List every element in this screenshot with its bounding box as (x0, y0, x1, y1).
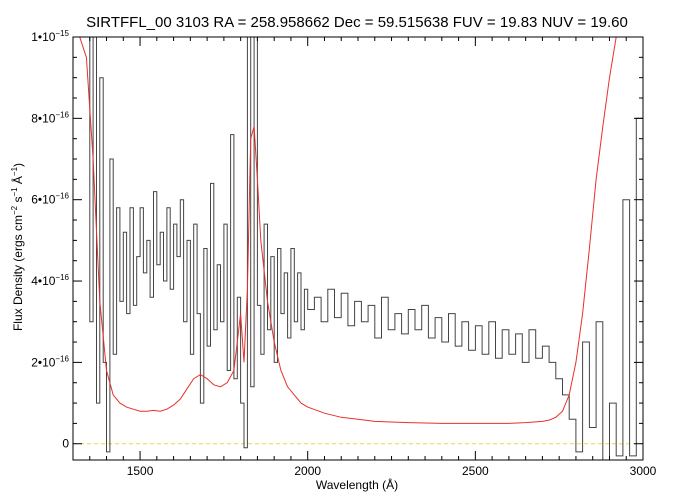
chart-title: SIRTFFL_00 3103 RA = 258.958662 Dec = 59… (86, 14, 628, 31)
y-tick-label: 4•10−16 (31, 273, 69, 288)
x-tick-label: 2000 (294, 464, 321, 478)
y-tick-label: 6•10−16 (31, 192, 69, 207)
plot-area (73, 37, 643, 460)
axes: 1500 2000 2500 3000 0 2•10−16 4•10−16 6•10−16 8•… (31, 29, 656, 478)
x-tick-label: 2500 (462, 464, 489, 478)
y-tick-label: 2•10−16 (31, 354, 69, 369)
x-axis-label: Wavelength (Å) (316, 477, 398, 492)
x-tick-label: 3000 (630, 464, 657, 478)
y-tick-label: 1•10−15 (31, 29, 69, 44)
plot-frame (72, 36, 644, 461)
x-tick-label: 1500 (127, 464, 154, 478)
flux-series-line (86, 37, 643, 460)
y-axis-label: Flux Density (ergs cm−2 s−1 Å−1) (10, 163, 25, 331)
error-series-line (73, 37, 643, 424)
y-tick-label: 0 (62, 437, 69, 451)
y-tick-label: 8•10−16 (31, 110, 69, 125)
